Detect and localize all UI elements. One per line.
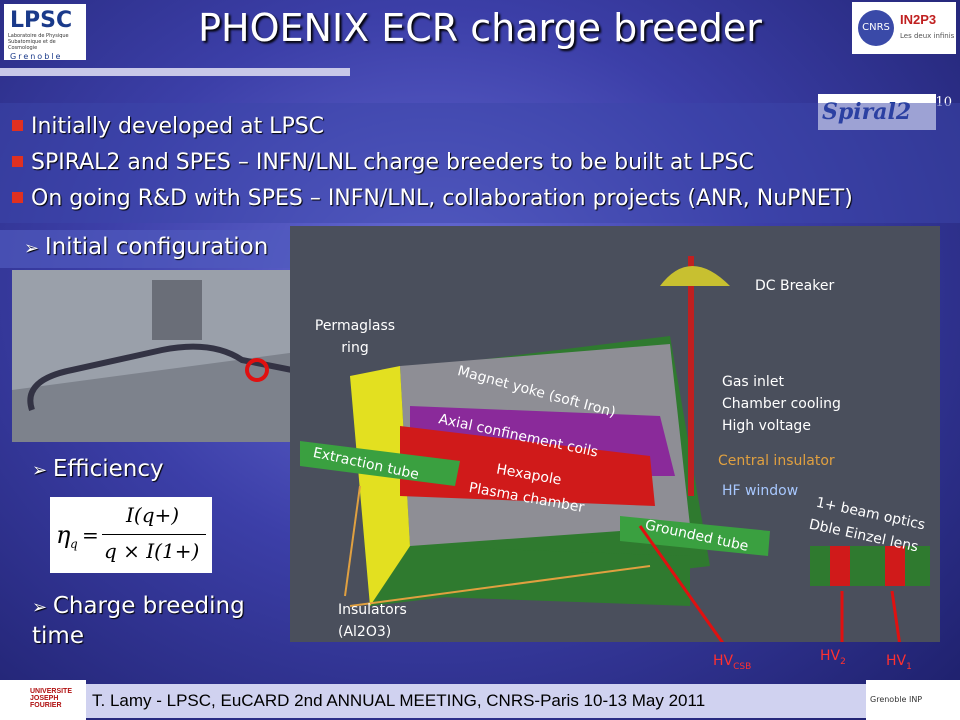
beamline-image — [12, 270, 312, 442]
diagram-label: Central insulator — [718, 453, 835, 469]
hv-base: HV — [713, 653, 734, 669]
hv-base: HV — [820, 648, 841, 664]
hv-sub: 1 — [906, 661, 912, 672]
hv-sub: 2 — [840, 656, 846, 667]
section-heading: Initial configuration — [24, 234, 269, 260]
section-heading: Efficiency — [32, 456, 164, 482]
logo-text: IN2P3 — [900, 12, 937, 27]
diagram-label: Permaglass ring — [314, 318, 396, 356]
title-rule — [0, 68, 350, 76]
cnrs-logo: CNRS IN2P3 Les deux infinis — [852, 2, 956, 54]
diagram-label: Chamber cooling — [722, 396, 841, 412]
diagram-label: Insulators — [338, 602, 407, 618]
diagram-label: High voltage — [722, 418, 811, 434]
logo-text: Laboratoire de Physique Subatomique et d… — [8, 33, 69, 51]
formula-denominator: q × I(1+) — [104, 539, 200, 563]
footer: T. Lamy - LPSC, EuCARD 2nd ANNUAL MEETIN… — [86, 684, 866, 718]
ecr-diagram — [290, 226, 940, 642]
hv-sub: CSB — [733, 661, 752, 672]
ujf-logo: UNIVERSITE JOSEPH FOURIER — [0, 680, 86, 720]
logo-text: Les deux infinis — [900, 32, 955, 40]
formula-numerator: I(q+) — [126, 503, 180, 527]
diagram-label: HF window — [722, 483, 799, 499]
section-heading: Charge breeding time — [32, 592, 272, 651]
hv-base: HV — [886, 653, 907, 669]
inp-logo: Grenoble INP — [866, 680, 960, 720]
logo-text: LPSC — [10, 8, 73, 33]
logo-text: Grenoble — [10, 52, 63, 61]
logo-text: CNRS — [858, 10, 894, 46]
bullet: On going R&D with SPES – INFN/LNL, colla… — [12, 186, 853, 211]
slide-title: PHOENIX ECR charge breeder — [198, 6, 762, 50]
formula-sub: q — [70, 537, 78, 551]
bullet: Initially developed at LPSC — [12, 114, 324, 139]
fraction-bar — [102, 534, 206, 535]
diagram-label: (Al2O3) — [338, 624, 392, 640]
formula-lhs: η — [56, 521, 71, 549]
diagram-label: Gas inlet — [722, 374, 784, 390]
bullet: SPIRAL2 and SPES – INFN/LNL charge breed… — [12, 150, 754, 175]
formula: η q = I(q+) q × I(1+) — [50, 497, 212, 573]
lpsc-logo: LPSC Laboratoire de Physique Subatomique… — [4, 4, 86, 61]
hv-label: HV2 — [820, 648, 846, 667]
diagram-label: DC Breaker — [755, 278, 835, 294]
hv-label: HVCSB — [713, 653, 751, 672]
hv-label: HV1 — [886, 653, 912, 672]
formula-eq: = — [82, 523, 99, 547]
